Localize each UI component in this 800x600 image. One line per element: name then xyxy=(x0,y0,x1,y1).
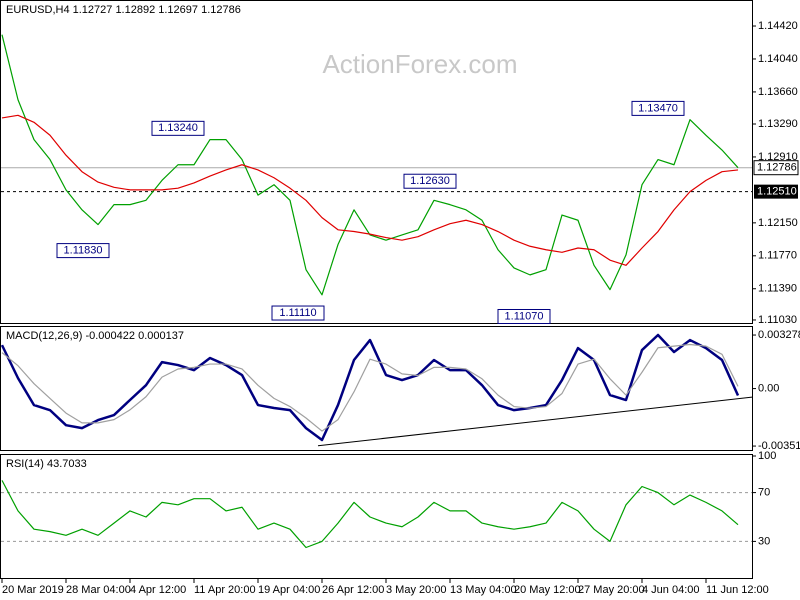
x-tick-label: 3 May 20:00 xyxy=(386,584,447,596)
y-tick-label: 1.13660 xyxy=(758,86,798,98)
annotation-label: 1.13240 xyxy=(158,122,198,134)
series-line xyxy=(0,333,740,442)
x-tick-label: 4 Apr 12:00 xyxy=(130,584,186,596)
x-tick-label: 19 Apr 04:00 xyxy=(258,584,320,596)
x-tick-label: 11 Apr 20:00 xyxy=(194,584,256,596)
annotation-box xyxy=(497,308,551,324)
x-tick-label: 27 May 20:00 xyxy=(578,584,645,596)
watermark: ActionForex.com xyxy=(322,49,517,79)
y-tick-label: 1.12150 xyxy=(758,217,798,229)
level-label: 1.12510 xyxy=(757,186,797,198)
y-tick-label: 1.11770 xyxy=(758,250,797,262)
y-tick-label: 0.00 xyxy=(758,382,779,394)
y-tick-label: 1.14040 xyxy=(758,53,798,65)
annotation-box xyxy=(631,100,685,116)
x-tick-label: 26 Apr 12:00 xyxy=(322,584,384,596)
annotation-box xyxy=(271,305,325,321)
annotation-box xyxy=(151,120,205,136)
annotation-label: 1.11110 xyxy=(279,307,316,319)
y-tick-label: 100 xyxy=(758,450,776,462)
trendline xyxy=(317,396,753,447)
x-tick-label: 4 Jun 04:00 xyxy=(642,584,700,596)
rsi-label: RSI(14) 43.7033 xyxy=(6,458,87,470)
annotation-box xyxy=(403,173,457,189)
y-tick-label: -0.003519 xyxy=(758,440,800,452)
x-tick-label: 20 May 12:00 xyxy=(514,584,581,596)
x-tick-label: 13 May 04:00 xyxy=(450,584,517,596)
series-line xyxy=(1,34,739,296)
level-label-box xyxy=(754,184,798,199)
chart-title: EURUSD,H4 1.12727 1.12892 1.12697 1.1278… xyxy=(6,4,241,16)
macd-label: MACD(12,26,9) -0.000422 0.000137 xyxy=(6,330,184,342)
annotation-label: 1.13470 xyxy=(638,102,678,114)
series-line xyxy=(1,343,739,432)
y-tick-label: 1.14420 xyxy=(758,20,798,32)
annotation-label: 1.11070 xyxy=(505,310,544,322)
price-frame xyxy=(0,0,753,324)
y-tick-label: 1.11390 xyxy=(758,283,797,295)
y-tick-label: 1.11030 xyxy=(758,314,797,326)
y-tick-label: 1.13290 xyxy=(758,118,798,130)
x-tick-label: 28 Mar 04:00 xyxy=(66,584,131,596)
y-tick-label: 70 xyxy=(758,487,770,499)
y-tick-label: 1.12910 xyxy=(758,151,798,163)
rsi-frame xyxy=(0,454,753,579)
annotation-label: 1.11830 xyxy=(64,245,103,257)
x-tick-label: 11 Jun 12:00 xyxy=(706,584,769,596)
annotation-box xyxy=(56,243,110,259)
x-tick-label: 20 Mar 2019 xyxy=(2,584,64,596)
price-label: 1.12786 xyxy=(757,162,797,174)
series-line xyxy=(1,480,739,549)
y-tick-label: 30 xyxy=(758,535,770,547)
y-tick-label: 0.003278 xyxy=(758,329,800,341)
price-label-box xyxy=(753,160,799,176)
annotation-label: 1.12630 xyxy=(410,175,450,187)
series-line xyxy=(1,114,739,266)
